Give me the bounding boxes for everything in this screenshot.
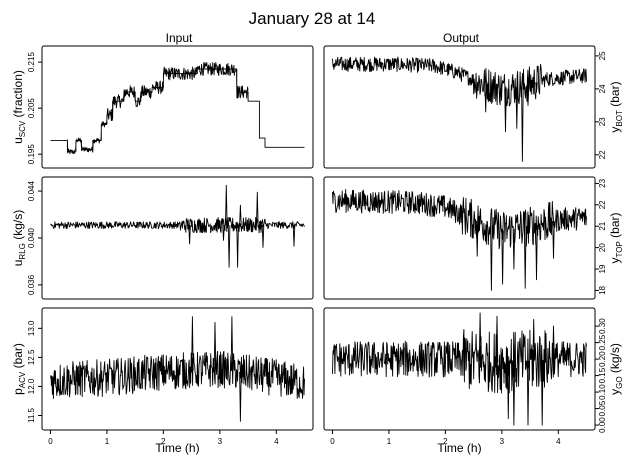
y-tick-label: 22 — [598, 200, 607, 209]
x-tick-label: 1 — [387, 437, 392, 446]
y-tick-label: 22 — [598, 150, 607, 159]
y-axis-label: yBOT (bar) — [608, 81, 624, 132]
plot-frame — [41, 307, 314, 431]
y-tick-label: 0.15 — [598, 367, 607, 383]
x-tick-label: 2 — [443, 437, 448, 446]
y-tick-label: 23 — [598, 117, 607, 126]
x-tick-label: 1 — [105, 437, 110, 446]
x-tick-label: 4 — [274, 437, 279, 446]
y-axis-label: yGO (kg/s) — [608, 343, 624, 395]
y-tick-label: 23 — [598, 178, 607, 187]
y-tick-label: 11.5 — [27, 407, 36, 423]
y-tick-label: 0.30 — [598, 318, 607, 334]
x-tick-label: 4 — [556, 437, 561, 446]
x-axis-label: Time (h) — [437, 441, 481, 455]
y-tick-label: 0.10 — [598, 384, 607, 400]
y-tick-label: 0.205 — [27, 98, 36, 119]
series-line — [332, 312, 587, 426]
plot-frame — [41, 176, 314, 300]
y-axis-label: uSCV (fraction) — [11, 70, 27, 144]
y-tick-label: 0.040 — [27, 227, 36, 248]
y-axis-label: uRLG (kg/s) — [11, 210, 27, 266]
y-tick-label: 0.215 — [27, 52, 36, 73]
x-axis-label: Time (h) — [155, 441, 199, 455]
plot-frame — [323, 176, 596, 300]
panel-output-top: 18 19 20 21 22 23 yTOP (bar) — [323, 176, 624, 300]
y-axis-label: yTOP (bar) — [608, 213, 624, 264]
y-tick-label: 25 — [598, 51, 607, 60]
x-tick-label: 2 — [161, 437, 166, 446]
y-tick-label: 12.5 — [27, 349, 36, 365]
y-tick-label: 24 — [598, 84, 607, 93]
series-line — [50, 316, 305, 422]
y-tick-label: 0.20 — [598, 351, 607, 367]
y-tick-label: 0.195 — [27, 144, 36, 165]
figure-title: January 28 at 14 — [249, 9, 376, 28]
plot-frame — [323, 307, 596, 431]
x-tick-label: 0 — [48, 437, 53, 446]
column-title-input: Input — [166, 31, 193, 45]
y-tick-label: 0.00 — [598, 417, 607, 433]
panel-output-bot: 22 23 24 25 yBOT (bar) — [323, 45, 624, 169]
plot-frame — [323, 45, 596, 169]
column-title-output: Output — [443, 31, 480, 45]
y-tick-label: 0.05 — [598, 400, 607, 416]
series-line — [50, 62, 305, 155]
series-line — [332, 189, 587, 291]
y-tick-label: 18 — [598, 285, 607, 294]
x-tick-label: 0 — [330, 437, 335, 446]
x-tick-label: 3 — [500, 437, 505, 446]
y-tick-label: 0.25 — [598, 334, 607, 350]
y-tick-label: 19 — [598, 264, 607, 273]
series-line — [50, 184, 305, 268]
x-tick-label: 3 — [218, 437, 223, 446]
y-tick-label: 12.0 — [27, 378, 36, 394]
y-tick-label: 0.044 — [27, 181, 36, 202]
y-tick-label: 21 — [598, 221, 607, 230]
plot-frame — [41, 45, 314, 169]
y-tick-label: 13.0 — [27, 320, 36, 336]
y-tick-label: 0.036 — [27, 274, 36, 295]
y-tick-label: 20 — [598, 243, 607, 252]
y-axis-label: pACV (bar) — [11, 343, 27, 395]
series-line — [332, 56, 587, 162]
